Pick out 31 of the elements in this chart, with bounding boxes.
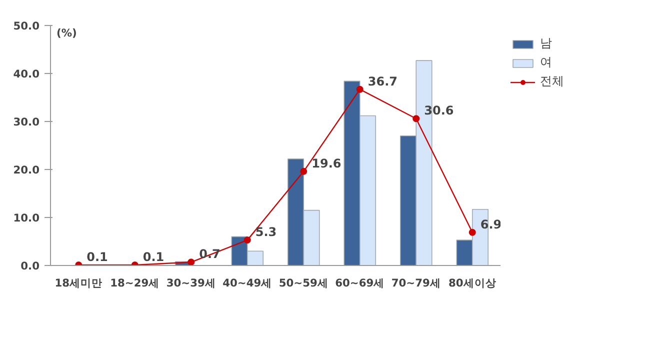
y-tick-label: 0.0 [20,260,40,272]
y-tick-label: 30.0 [13,116,40,128]
legend-label: 전체 [540,73,564,90]
y-tick-label: 20.0 [13,164,40,176]
data-label: 0.1 [86,250,108,264]
point [244,236,251,244]
point [468,228,476,236]
x-tick-label: 80세이상 [448,276,496,290]
x-tick-label: 40~49세 [222,276,272,290]
y-tick-label: 10.0 [13,212,40,224]
x-tick-label: 18세미만 [54,276,103,290]
point [188,258,195,266]
point [356,86,364,93]
y-tick-label: 40.0 [13,68,40,80]
data-label: 5.3 [255,225,277,240]
point [412,115,420,122]
legend-label: 남 [540,35,553,52]
y-tick-label: 50.0 [13,20,40,32]
x-tick-label: 70~79세 [391,276,441,290]
data-label: 0.1 [142,250,164,264]
x-tick-label: 50~59세 [278,276,328,290]
data-label: 36.7 [368,74,398,88]
legend-label: 여 [540,54,553,71]
point [300,168,308,175]
data-label: 19.6 [312,156,342,170]
x-tick-label: 18~29세 [110,276,160,290]
y-axis-title: (%) [56,26,77,40]
data-label: 30.6 [424,104,454,118]
data-label: 6.9 [480,217,502,232]
x-tick-label: 60~69세 [335,276,385,290]
x-tick-label: 30~39세 [166,276,216,290]
